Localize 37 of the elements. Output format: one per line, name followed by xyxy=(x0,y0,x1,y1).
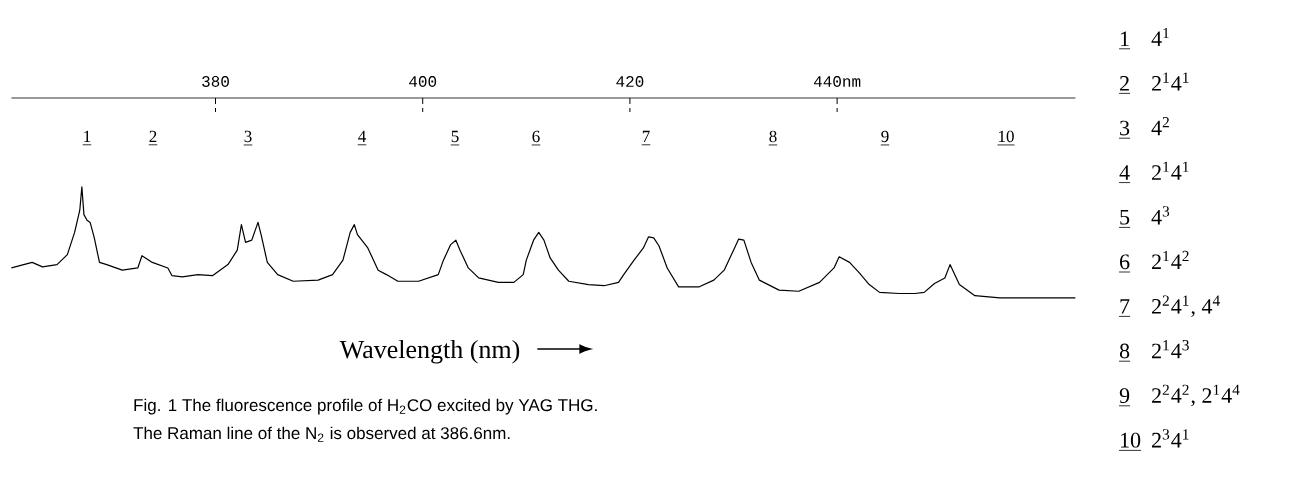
text: 1 xyxy=(84,130,91,142)
text: 8 xyxy=(769,130,777,143)
text: 3 xyxy=(1120,120,1130,136)
text: 7 xyxy=(1120,299,1130,314)
text: 5 xyxy=(1120,209,1130,225)
text: 6 xyxy=(532,130,540,143)
text: 4$^{1}$ xyxy=(1151,27,1169,46)
text: 2$^{1}$4$^{2}$ xyxy=(1152,250,1189,269)
text: 2$^{2}$4$^{2}$, 2$^{1}$4$^{4}$ xyxy=(1152,384,1240,407)
text: 5 xyxy=(451,130,459,143)
text: 6 xyxy=(1120,254,1130,270)
text: 4 xyxy=(358,130,367,142)
text: 10 xyxy=(999,130,1014,143)
text: 2$^{2}$4$^{1}$, 4$^{4}$ xyxy=(1152,295,1220,317)
text: 2$^{1}$4$^{3}$ xyxy=(1152,340,1189,359)
x-tick-label: 400 xyxy=(409,76,437,87)
text: 9 xyxy=(881,130,889,143)
text: 2$^{1}$4$^{1}$ xyxy=(1152,161,1189,180)
x-axis-title: Wavelength (nm) xyxy=(339,339,520,364)
text: 4$^{2}$ xyxy=(1151,117,1169,136)
text: 4 xyxy=(1119,165,1130,180)
text: 4$^{3}$ xyxy=(1151,206,1170,225)
text: 1 xyxy=(1121,31,1129,46)
text: 2$^{3}$4$^{1}$ xyxy=(1152,429,1189,448)
text: 9 xyxy=(1119,388,1130,404)
text: 7 xyxy=(642,130,650,142)
text: The Raman line of the N$_{2}$ is observed at 386.6nm. xyxy=(133,426,510,442)
text: 2 xyxy=(1120,76,1129,91)
caption: Fig. 1 The fluorescence profile of H$_{2}$CO excited by YAG THG. xyxy=(134,398,597,415)
text: 2$^{1}$4$^{1}$ xyxy=(1152,72,1189,91)
x-tick-label: 380 xyxy=(202,76,229,87)
x-tick-label: 420 xyxy=(616,76,644,87)
text: 3 xyxy=(244,130,252,143)
text: 2 xyxy=(149,130,157,142)
text: 8 xyxy=(1119,343,1130,359)
x-tick-label: 440nm xyxy=(813,76,861,87)
text: 10 xyxy=(1121,432,1141,448)
